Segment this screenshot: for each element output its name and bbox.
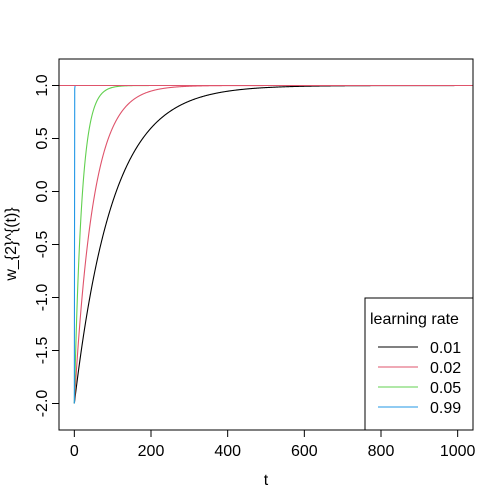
legend-label: 0.99 xyxy=(430,400,461,417)
y-axis-title: w_{2}^{(t)} xyxy=(3,207,20,282)
y-tick-label: 1.0 xyxy=(34,74,51,96)
x-tick-label: 400 xyxy=(214,443,241,460)
x-tick-label: 200 xyxy=(138,443,165,460)
legend-box xyxy=(364,297,474,431)
legend: learning rate 0.01 0.02 0.05 0.99 xyxy=(364,297,474,431)
y-tick-label: 0.0 xyxy=(34,180,51,202)
x-tick-label: 1000 xyxy=(440,443,476,460)
y-tick-label: 0.5 xyxy=(34,127,51,149)
x-tick-label: 600 xyxy=(291,443,318,460)
x-axis: 0 200 400 600 800 1000 xyxy=(70,429,476,460)
y-axis: -2.0 -1.5 -1.0 -0.5 0.0 0.5 1.0 xyxy=(34,74,60,418)
x-tick-label: 0 xyxy=(70,443,79,460)
y-tick-label: -1.0 xyxy=(34,284,51,312)
legend-label: 0.01 xyxy=(430,340,461,357)
x-tick-label: 800 xyxy=(368,443,395,460)
y-tick-label: -1.5 xyxy=(34,337,51,365)
x-axis-title: t xyxy=(264,472,269,489)
legend-items: 0.01 0.02 0.05 0.99 xyxy=(378,340,461,417)
y-tick-label: -2.0 xyxy=(34,390,51,418)
legend-title: learning rate xyxy=(370,311,459,328)
y-tick-label: -0.5 xyxy=(34,231,51,259)
legend-label: 0.05 xyxy=(430,380,461,397)
legend-label: 0.02 xyxy=(430,360,461,377)
